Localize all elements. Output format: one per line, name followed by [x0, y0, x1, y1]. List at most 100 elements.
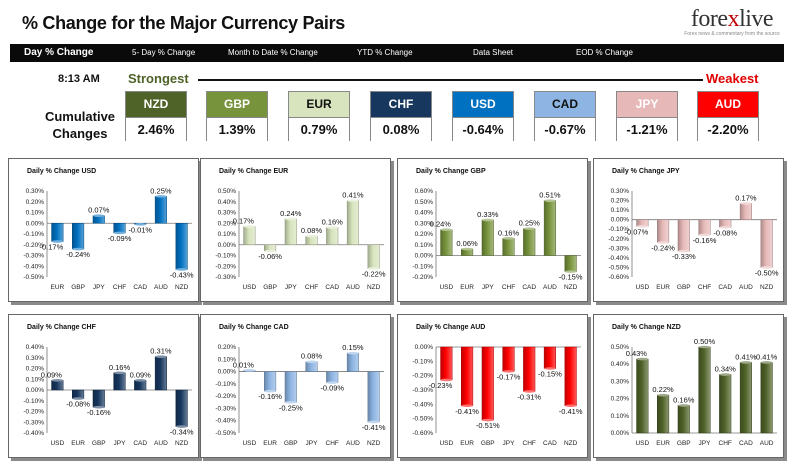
tab-5-day-change[interactable]: 5- Day % Change	[132, 48, 196, 57]
data-label: -0.43%	[170, 270, 194, 279]
bar-cap	[760, 266, 773, 269]
currency-cumulative-value: -0.67%	[535, 117, 595, 141]
bar-nzd	[760, 219, 773, 268]
y-tick-label: 0.50%	[415, 199, 434, 206]
chart-panel-usd: Daily % Change USD 0.30% 0.20% 0.10% 0.00% -0…	[8, 158, 199, 302]
bar-cap	[760, 361, 773, 364]
x-tick-label: CHF	[502, 284, 515, 291]
currency-cumulative-value: 0.79%	[289, 117, 349, 141]
y-tick-label: -0.20%	[215, 263, 236, 270]
y-tick-label: 0.10%	[415, 242, 434, 249]
y-tick-label: 0.30%	[611, 188, 630, 195]
currency-name: JPY	[617, 92, 677, 117]
tab-data-sheet[interactable]: Data Sheet	[473, 48, 514, 57]
x-tick-label: EUR	[71, 440, 85, 447]
y-tick-label: -0.10%	[608, 226, 629, 233]
bar-cap	[243, 225, 256, 228]
x-tick-label: EUR	[50, 284, 64, 291]
currency-cumulative-value: -0.64%	[453, 117, 513, 141]
page-title: % Change for the Major Currency Pairs	[22, 13, 345, 33]
x-tick-label: EUR	[460, 440, 474, 447]
x-tick-label: USD	[635, 440, 649, 447]
bar-cap	[72, 247, 84, 251]
tab-month-to-date-change[interactable]: Month to Date % Change	[228, 48, 318, 57]
chart-panel-nzd: Daily % Change NZD 0.50% 0.40% 0.30% 0.20% 0.…	[593, 314, 784, 458]
data-label: 0.33%	[477, 210, 499, 219]
tab-day-change[interactable]: Day % Change	[24, 47, 94, 58]
bar-eur	[657, 394, 670, 434]
bar-cap	[155, 195, 167, 198]
header: % Change for the Major Currency Pairs fo…	[0, 0, 792, 62]
x-tick-label: CAD	[718, 284, 732, 291]
data-label: -0.41%	[362, 423, 386, 432]
bar-jpy	[284, 218, 297, 245]
x-tick-label: USD	[242, 284, 256, 291]
currency-cumulative-value: -1.21%	[617, 117, 677, 141]
data-label: 0.24%	[280, 209, 302, 218]
data-label: 0.08%	[301, 352, 323, 361]
y-tick-label: 0.20%	[611, 198, 630, 205]
data-label: -0.31%	[517, 392, 541, 401]
bar-jpy	[481, 219, 494, 256]
bar-usd	[440, 346, 453, 381]
y-tick-label: -0.10%	[412, 263, 433, 270]
y-tick-label: 0.40%	[611, 361, 630, 368]
currency-name: AUD	[698, 92, 758, 117]
bar-cap	[305, 360, 318, 364]
bar-chart: 0.30%0.20%0.10%0.00%-0.10%-0.20%-0.30%-0…	[23, 186, 194, 291]
bar-chf	[719, 374, 732, 434]
bar-nzd	[175, 223, 188, 270]
y-tick-label: 0.10%	[218, 231, 237, 238]
strength-arrow-line	[198, 79, 703, 81]
currency-cumulative-value: 0.08%	[371, 117, 431, 141]
y-tick-label: 0.30%	[26, 188, 45, 195]
x-tick-label: GBP	[284, 440, 298, 447]
currency-box-gbp: GBP 1.39%	[206, 91, 268, 141]
currency-cumulative-value: 2.46%	[126, 117, 186, 141]
cumulative-label-line-2: Changes	[52, 126, 108, 141]
y-tick-label: 0.20%	[26, 366, 45, 373]
data-label: 0.15%	[342, 343, 364, 352]
logo-part-x: x	[727, 6, 740, 32]
chart-title: Daily % Change GBP	[416, 168, 486, 175]
x-tick-label: CAD	[133, 284, 147, 291]
x-tick-label: CAD	[325, 284, 339, 291]
y-tick-label: -0.20%	[23, 242, 44, 249]
bar-gbp	[284, 371, 297, 403]
x-tick-label: NZD	[760, 284, 774, 291]
currency-box-nzd: NZD 2.46%	[125, 91, 187, 141]
bar-usd	[636, 358, 649, 434]
x-tick-label: NZD	[367, 284, 381, 291]
bar-gbp	[92, 389, 105, 408]
x-tick-label: CHF	[719, 440, 732, 447]
data-label: -0.25%	[279, 403, 303, 412]
currency-name: NZD	[126, 92, 186, 117]
tab-ytd-change[interactable]: YTD % Change	[357, 48, 413, 57]
bar-chart: 0.40% 0.30% 0.20% 0.10% 0.00% -0.10% -0.20% -0.…	[23, 344, 193, 447]
bar-eur	[657, 219, 670, 243]
y-tick-label: 0.30%	[218, 210, 237, 217]
bar-nzd	[564, 255, 577, 272]
bar-cap	[367, 267, 380, 270]
y-tick-label: 0.00%	[415, 253, 434, 260]
chart-title: Daily % Change CAD	[219, 324, 289, 331]
forexlive-logo[interactable]: forexlive Forex news & commentary from t…	[682, 6, 782, 37]
bar-cap	[440, 228, 453, 231]
bar-cap	[51, 240, 64, 243]
tab-eod-change[interactable]: EOD % Change	[576, 48, 633, 57]
currency-box-eur: EUR 0.79%	[288, 91, 350, 141]
bar-cap	[657, 241, 669, 244]
bar-eur	[264, 371, 277, 392]
y-tick-label: 0.10%	[218, 356, 237, 363]
chart-panel-chf: Daily % Change CHF 0.40% 0.30% 0.20% 0.10% 0.…	[8, 314, 199, 458]
y-tick-label: 0.20%	[415, 231, 434, 238]
bar-cap	[347, 351, 359, 355]
bar-cap	[502, 237, 515, 240]
chart-panel-cad: Daily % Change CAD 0.20% 0.10% 0.00% -0.10% -…	[200, 314, 391, 458]
y-tick-label: -0.50%	[215, 430, 236, 437]
bar-cap	[698, 233, 711, 237]
data-label: -0.23%	[428, 381, 452, 390]
y-tick-label: 0.00%	[26, 220, 45, 227]
x-tick-label: NZD	[564, 440, 578, 447]
x-tick-label: CAD	[133, 440, 147, 447]
